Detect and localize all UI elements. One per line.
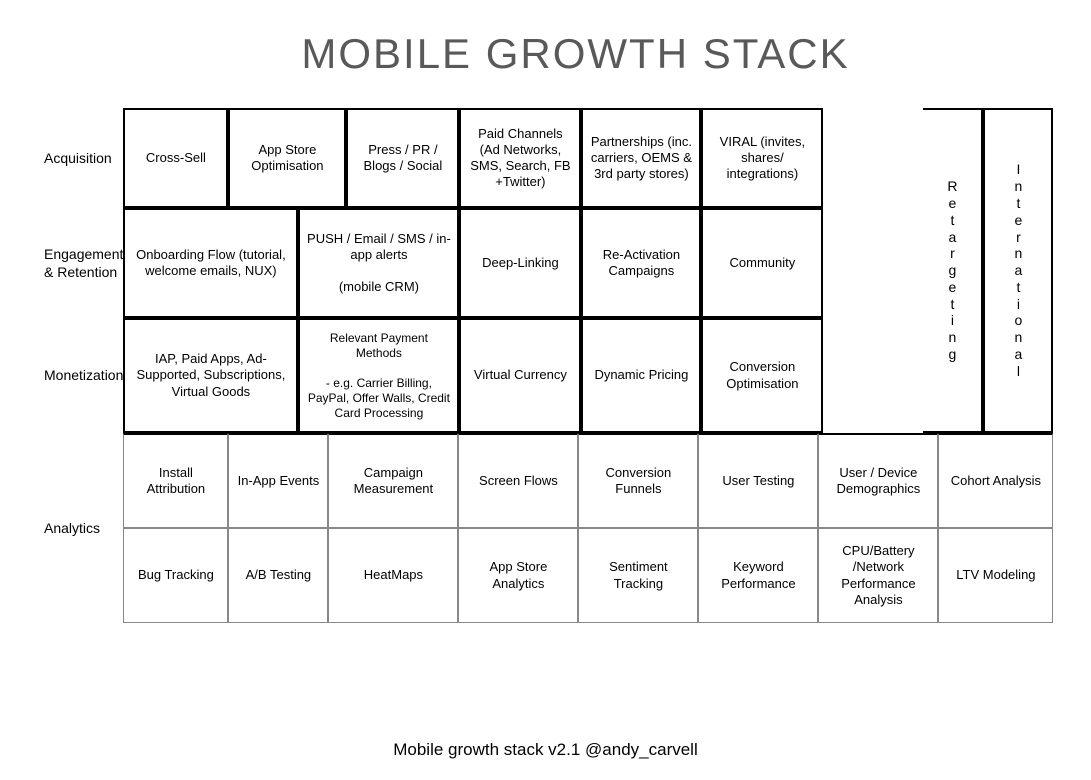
cell-international-vertical: International	[983, 108, 1053, 433]
cell-bug-tracking: Bug Tracking	[123, 528, 228, 623]
acquisition-row: Cross-Sell App Store Optimisation Press …	[123, 108, 923, 208]
page-title: MOBILE GROWTH STACK	[100, 30, 1051, 78]
top-three-rows: Cross-Sell App Store Optimisation Press …	[123, 108, 923, 433]
cell-paid-channels: Paid Channels (Ad Networks, SMS, Search,…	[459, 108, 581, 208]
grid-area: Cross-Sell App Store Optimisation Press …	[123, 108, 1053, 724]
cell-press-pr: Press / PR / Blogs / Social	[346, 108, 459, 208]
cell-cohort-analysis: Cohort Analysis	[938, 433, 1053, 528]
row-label-monetization: Monetization	[40, 318, 123, 433]
cell-heatmaps: HeatMaps	[328, 528, 458, 623]
row-labels-column: Acquisition Engagement & Retention Monet…	[40, 108, 123, 724]
engagement-row: Onboarding Flow (tutorial, welcome email…	[123, 208, 923, 318]
cell-install-attribution: Install Attribution	[123, 433, 228, 528]
cell-keyword-performance: Keyword Performance	[698, 528, 818, 623]
cell-viral: VIRAL (invites, shares/ integrations)	[701, 108, 823, 208]
growth-stack-table: Acquisition Engagement & Retention Monet…	[40, 108, 1051, 724]
cell-dynamic-pricing: Dynamic Pricing	[581, 318, 701, 433]
monetization-row: IAP, Paid Apps, Ad-Supported, Subscripti…	[123, 318, 923, 433]
footer-attribution: Mobile growth stack v2.1 @andy_carvell	[40, 740, 1051, 760]
cell-app-store-analytics: App Store Analytics	[458, 528, 578, 623]
cell-partnerships: Partnerships (inc. carriers, OEMS & 3rd …	[581, 108, 701, 208]
page-container: MOBILE GROWTH STACK Acquisition Engageme…	[0, 0, 1091, 780]
analytics-row-1: Install Attribution In-App Events Campai…	[123, 433, 1053, 528]
cell-user-testing: User Testing	[698, 433, 818, 528]
cell-virtual-currency: Virtual Currency	[459, 318, 581, 433]
cell-cross-sell: Cross-Sell	[123, 108, 228, 208]
cell-push-crm: PUSH / Email / SMS / in-app alerts (mobi…	[298, 208, 459, 318]
cell-conversion-optimisation: Conversion Optimisation	[701, 318, 823, 433]
analytics-row-2: Bug Tracking A/B Testing HeatMaps App St…	[123, 528, 1053, 623]
cell-reactivation: Re-Activation Campaigns	[581, 208, 701, 318]
cell-in-app-events: In-App Events	[228, 433, 328, 528]
cell-user-device-demographics: User / Device Demographics	[818, 433, 938, 528]
cell-conversion-funnels: Conversion Funnels	[578, 433, 698, 528]
cell-ltv-modeling: LTV Modeling	[938, 528, 1053, 623]
cell-deep-linking: Deep-Linking	[459, 208, 581, 318]
top-three-rows-plus-vertical: Cross-Sell App Store Optimisation Press …	[123, 108, 1053, 433]
cell-screen-flows: Screen Flows	[458, 433, 578, 528]
cell-campaign-measurement: Campaign Measurement	[328, 433, 458, 528]
cell-retargeting-vertical: Retargeting	[923, 108, 983, 433]
row-label-acquisition: Acquisition	[40, 108, 123, 208]
cell-iap-monetization: IAP, Paid Apps, Ad-Supported, Subscripti…	[123, 318, 298, 433]
cell-onboarding-flow: Onboarding Flow (tutorial, welcome email…	[123, 208, 298, 318]
row-label-engagement: Engagement & Retention	[40, 208, 123, 318]
cell-ab-testing: A/B Testing	[228, 528, 328, 623]
cell-community: Community	[701, 208, 823, 318]
cell-payment-methods: Relevant Payment Methods - e.g. Carrier …	[298, 318, 459, 433]
row-label-analytics: Analytics	[40, 433, 123, 623]
cell-app-store-optimisation: App Store Optimisation	[228, 108, 346, 208]
cell-sentiment-tracking: Sentiment Tracking	[578, 528, 698, 623]
cell-cpu-battery-network: CPU/Battery /Network Performance Analysi…	[818, 528, 938, 623]
